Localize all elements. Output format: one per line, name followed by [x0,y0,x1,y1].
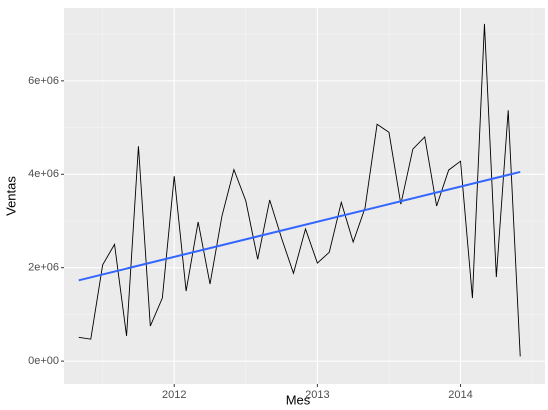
y-tick-label: 0e+00 [28,355,59,367]
y-tick-label: 4e+06 [28,168,59,180]
y-tick-label: 6e+06 [28,75,59,87]
y-tick-label: 2e+06 [28,262,59,274]
panel [64,8,545,384]
x-tick-label: 2013 [305,389,329,401]
y-axis-title: Ventas [3,176,18,216]
trend-line [78,170,521,282]
x-tick-label: 2012 [162,389,186,401]
x-axis-title: Mes [286,392,311,407]
x-tick-label: 2014 [448,389,472,401]
sales-line [78,23,521,357]
